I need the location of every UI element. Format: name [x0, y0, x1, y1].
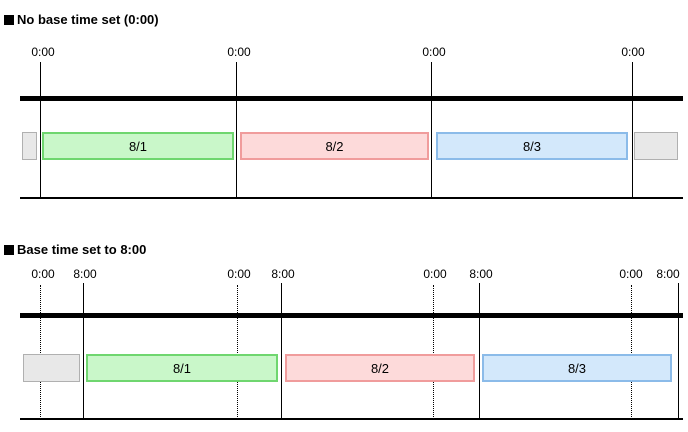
bullet-square-icon: [4, 14, 14, 25]
tick-line-solid: [632, 62, 633, 199]
tick-line-dotted: [433, 285, 434, 419]
tick-line-solid: [431, 62, 432, 199]
timeline-baseline: [20, 418, 683, 420]
section-1-heading: No base time set (0:00): [4, 12, 159, 27]
tick-line-dotted: [40, 285, 41, 419]
day-bar-8-1: 8/1: [42, 132, 234, 160]
partial-day-bar-left: [23, 354, 80, 382]
day-bar-8-2: 8/2: [240, 132, 429, 160]
day-bar-8-1: 8/1: [86, 354, 278, 382]
tick-label: 0:00: [227, 45, 251, 59]
tick-label: 8:00: [271, 267, 295, 281]
tick-line-solid: [83, 283, 84, 420]
tick-label: 0:00: [227, 267, 251, 281]
tick-line-dotted: [631, 285, 632, 419]
tick-line-solid: [281, 283, 282, 420]
timeline-axis-thick: [20, 313, 683, 318]
tick-line-dotted: [237, 285, 238, 419]
bullet-square-icon: [4, 244, 14, 255]
tick-label: 0:00: [31, 267, 55, 281]
tick-line-solid: [236, 62, 237, 199]
tick-label: 0:00: [423, 267, 447, 281]
partial-day-bar-right: [634, 132, 678, 160]
day-bar-8-3: 8/3: [482, 354, 672, 382]
section-2-heading-label: Base time set to 8:00: [17, 242, 147, 257]
tick-label: 8:00: [656, 267, 680, 281]
day-bar-8-3: 8/3: [436, 132, 628, 160]
tick-line-solid: [40, 62, 41, 199]
tick-line-solid: [479, 283, 480, 420]
tick-line-solid: [678, 283, 679, 420]
tick-label: 0:00: [621, 45, 645, 59]
section-2-heading: Base time set to 8:00: [4, 242, 146, 257]
tick-label: 0:00: [31, 45, 55, 59]
timeline-axis-thick: [20, 96, 683, 101]
tick-label: 8:00: [73, 267, 97, 281]
section-1-heading-label: No base time set (0:00): [17, 12, 159, 27]
day-bar-8-2: 8/2: [285, 354, 475, 382]
tick-label: 0:00: [422, 45, 446, 59]
tick-label: 8:00: [469, 267, 493, 281]
partial-day-bar-left: [22, 132, 37, 160]
timeline-baseline: [20, 197, 683, 199]
tick-label: 0:00: [619, 267, 643, 281]
